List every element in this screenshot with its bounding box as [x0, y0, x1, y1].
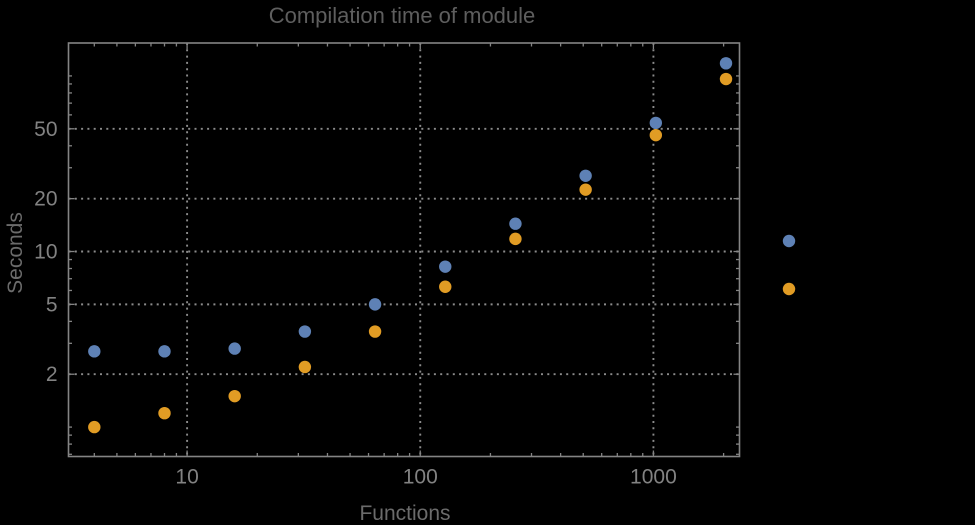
y-tick-label: 20: [34, 188, 57, 211]
x-tick-label: 10: [175, 466, 198, 489]
data-point-series-1-blue: [649, 116, 663, 130]
data-point-series-1-blue: [228, 342, 241, 355]
data-point-series-2-orange: [368, 325, 382, 338]
y-tick-label: 5: [46, 293, 58, 316]
legend-marker-0: [782, 234, 796, 248]
chart-title: Compilation time of module: [268, 3, 536, 28]
plot-frame: [67, 42, 741, 458]
data-point-series-2-orange: [228, 389, 241, 403]
data-point-series-2-orange: [719, 72, 733, 86]
data-point-series-2-orange: [649, 128, 663, 142]
y-tick-label: 2: [46, 363, 58, 386]
data-point-series-1-blue: [509, 217, 522, 230]
legend-marker-1: [782, 282, 796, 296]
data-point-series-1-blue: [298, 325, 312, 338]
data-point-series-1-blue: [579, 169, 592, 182]
x-tick-label: 100: [403, 466, 438, 489]
data-point-series-2-orange: [158, 406, 171, 420]
x-tick-label: 1000: [630, 466, 677, 489]
data-point-series-2-orange: [298, 360, 312, 374]
data-point-series-1-blue: [158, 345, 171, 358]
data-point-series-1-blue: [88, 345, 101, 358]
data-point-series-1-blue: [439, 260, 452, 273]
data-point-series-2-orange: [509, 232, 522, 246]
data-point-series-2-orange: [439, 280, 452, 293]
y-tick-label: 10: [34, 241, 57, 264]
y-tick-label: 50: [34, 118, 57, 141]
data-point-series-2-orange: [88, 420, 101, 434]
data-point-series-2-orange: [579, 183, 592, 196]
x-axis-label: Functions: [359, 502, 451, 525]
data-point-series-1-blue: [719, 57, 733, 70]
data-point-series-1-blue: [368, 298, 382, 311]
y-axis-label: Seconds: [4, 212, 27, 294]
